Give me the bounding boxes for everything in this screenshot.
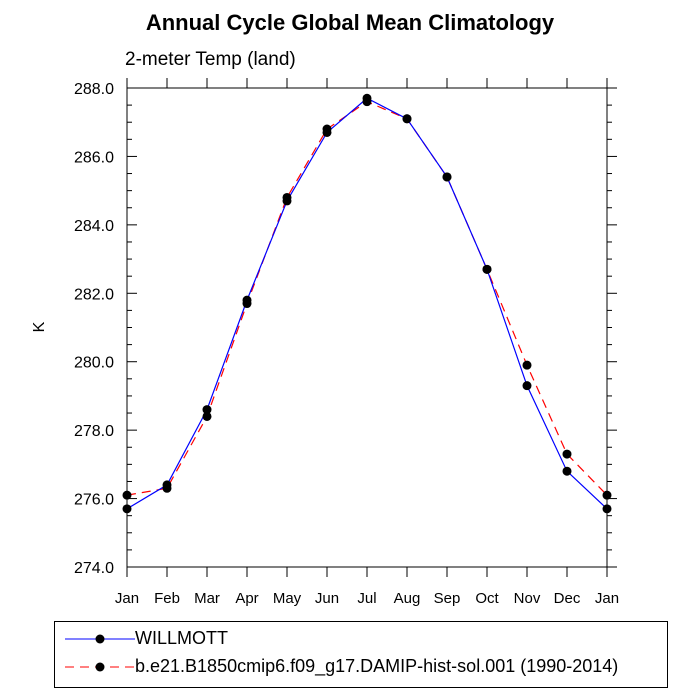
y-tick-label: 286.0 bbox=[74, 149, 114, 166]
data-point-series-0 bbox=[322, 127, 332, 137]
data-point-series-0 bbox=[402, 114, 412, 124]
x-tick-label: Dec bbox=[554, 590, 581, 607]
data-point-series-0 bbox=[602, 504, 612, 514]
x-tick-label: Jun bbox=[315, 590, 339, 607]
y-tick-label: 288.0 bbox=[74, 81, 114, 98]
legend-swatch-willmott bbox=[65, 634, 135, 644]
data-point-series-0 bbox=[562, 466, 572, 476]
legend-label-willmott: WILLMOTT bbox=[135, 628, 228, 648]
y-tick-label: 278.0 bbox=[74, 423, 114, 440]
x-tick-label: Feb bbox=[154, 590, 180, 607]
plot-frame bbox=[126, 87, 608, 568]
x-tick-label: Jan bbox=[115, 590, 139, 607]
x-tick-label: May bbox=[273, 590, 302, 607]
chart-subtitle: 2-meter Temp (land) bbox=[125, 49, 296, 70]
data-point-series-0 bbox=[162, 480, 172, 490]
data-point-series-0 bbox=[122, 504, 132, 514]
x-tick-label: Sep bbox=[434, 590, 461, 607]
x-tick-label: Aug bbox=[394, 590, 421, 607]
series-line-0 bbox=[126, 97, 608, 510]
data-point-series-0 bbox=[442, 172, 452, 182]
data-point-series-0 bbox=[482, 264, 492, 274]
data-point-series-0 bbox=[282, 196, 292, 206]
x-tick-label: Mar bbox=[194, 590, 220, 607]
y-axis-label: K bbox=[31, 321, 48, 332]
data-point-series-0 bbox=[202, 405, 212, 415]
legend-item-model: b.e21.B1850cmip6.f09_g17.DAMIP-hist-sol.… bbox=[55, 653, 667, 681]
series-line-1 bbox=[126, 101, 608, 496]
legend-swatch-model bbox=[65, 662, 135, 672]
legend: WILLMOTT b.e21.B1850cmip6.f09_g17.DAMIP-… bbox=[54, 621, 668, 688]
y-tick-label: 274.0 bbox=[74, 560, 114, 577]
y-tick-label: 282.0 bbox=[74, 286, 114, 303]
y-tick-label: 276.0 bbox=[74, 492, 114, 509]
data-point-series-0 bbox=[522, 381, 532, 391]
y-tick-label: 284.0 bbox=[74, 218, 114, 235]
y-tick-label: 280.0 bbox=[74, 355, 114, 372]
legend-item-willmott: WILLMOTT bbox=[55, 625, 667, 653]
line-chart: 274.0 276.0 278.0 280.0 282.0 284.0 286.0 288.0… bbox=[31, 78, 619, 607]
data-point-series-1 bbox=[602, 490, 612, 500]
data-point-series-1 bbox=[522, 360, 532, 370]
data-point-series-0 bbox=[242, 295, 252, 305]
x-tick-label: Apr bbox=[235, 590, 258, 607]
data-point-series-1 bbox=[202, 411, 212, 421]
legend-label-model: b.e21.B1850cmip6.f09_g17.DAMIP-hist-sol.… bbox=[135, 656, 619, 676]
x-tick-label: Nov bbox=[514, 590, 541, 607]
x-axis: Jan Feb Mar Apr May Jun Jul Aug Sep Oct Nov Dec Jan bbox=[115, 78, 619, 607]
x-tick-label: Oct bbox=[475, 590, 499, 607]
data-point-series-1 bbox=[562, 449, 572, 459]
y-axis: 274.0 276.0 278.0 280.0 282.0 284.0 286.0 288.0 bbox=[74, 81, 617, 577]
x-tick-label: Jul bbox=[357, 590, 376, 607]
x-tick-label: Jan bbox=[595, 590, 619, 607]
data-point-series-1 bbox=[122, 490, 132, 500]
series-layer bbox=[122, 93, 612, 514]
chart-title: Annual Cycle Global Mean Climatology bbox=[145, 10, 555, 35]
data-point-series-0 bbox=[362, 93, 372, 103]
